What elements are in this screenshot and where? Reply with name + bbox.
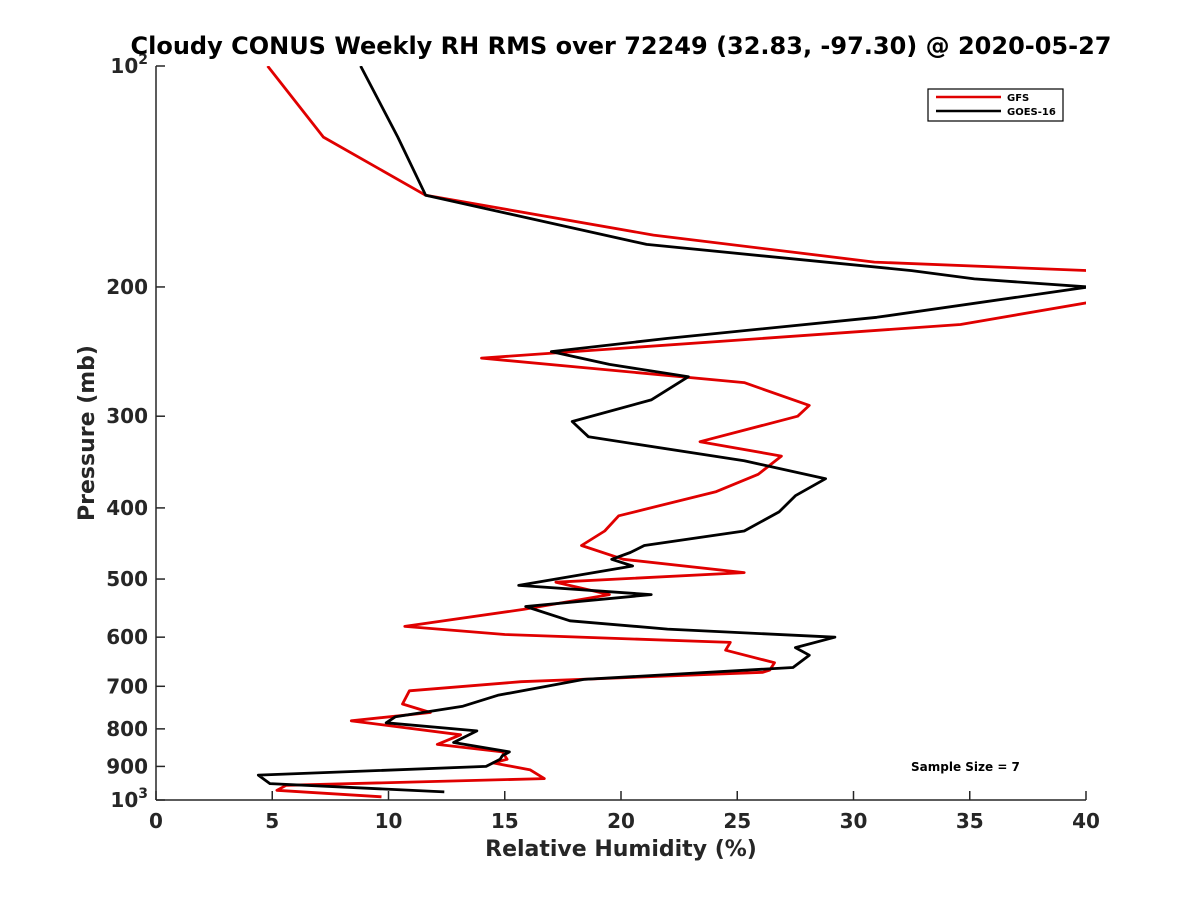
x-tick-label: 20 xyxy=(607,809,635,833)
y-tick-label: 103 xyxy=(110,786,148,812)
legend-label-goes16: GOES-16 xyxy=(1007,107,1056,118)
x-tick-label: 5 xyxy=(265,809,279,833)
y-tick-label: 800 xyxy=(106,717,148,741)
plot-area xyxy=(156,66,1086,800)
y-tick-label: 200 xyxy=(106,275,148,299)
y-tick-label: 700 xyxy=(106,674,148,698)
x-tick-label: 25 xyxy=(723,809,751,833)
y-axis-label: Pressure (mb) xyxy=(75,345,100,521)
x-axis-label: Relative Humidity (%) xyxy=(485,837,757,862)
x-ticks: 0 5 10 15 20 25 30 35 40 xyxy=(149,791,1100,833)
chart-title: Cloudy CONUS Weekly RH RMS over 72249 (3… xyxy=(131,32,1112,60)
sample-size-annotation: Sample Size = 7 xyxy=(911,760,1020,774)
y-tick-label: 600 xyxy=(106,625,148,649)
x-tick-label: 15 xyxy=(491,809,519,833)
x-tick-label: 40 xyxy=(1072,809,1100,833)
legend-label-gfs: GFS xyxy=(1007,93,1029,104)
legend-box xyxy=(927,88,1064,122)
y-tick-label: 900 xyxy=(106,754,148,778)
legend: GFS GOES-16 xyxy=(927,88,1064,122)
series-line-goes16 xyxy=(256,66,1086,794)
y-tick-label: 300 xyxy=(106,404,148,428)
y-ticks: 102 200 300 400 500 600 700 800 900 103 xyxy=(106,52,165,812)
x-tick-label: 0 xyxy=(149,809,163,833)
series-layer xyxy=(256,66,1086,799)
y-tick-label: 500 xyxy=(106,567,148,591)
x-tick-label: 30 xyxy=(840,809,868,833)
y-tick-label: 102 xyxy=(110,52,148,78)
x-tick-label: 10 xyxy=(375,809,403,833)
x-tick-label: 35 xyxy=(956,809,984,833)
y-tick-label: 400 xyxy=(106,496,148,520)
